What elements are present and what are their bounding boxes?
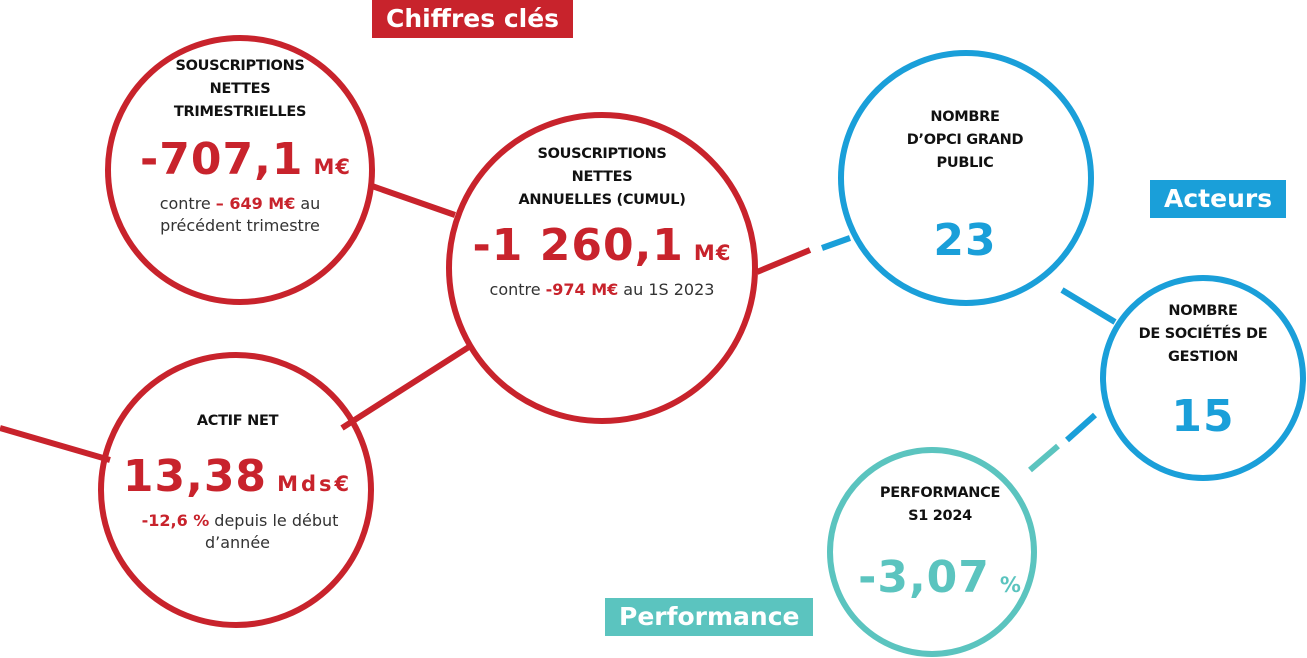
note-highlight: – 649 M€	[215, 194, 296, 213]
figure-value: 23	[870, 215, 1060, 267]
key-figure: PERFORMANCE S1 2024 -3,07%	[830, 482, 1050, 611]
value: -1 260,1	[472, 220, 684, 271]
section-label: Chiffres clés	[372, 0, 574, 38]
connector	[0, 425, 111, 463]
figure-value: 13,38 Mds€	[110, 451, 365, 510]
unit: Mds€	[277, 472, 353, 496]
figure-title: NOMBRE	[930, 109, 1000, 125]
figure-note: -12,6 % depuis le début d’année	[118, 510, 358, 554]
figure-value: -1 260,1 M€	[452, 220, 752, 279]
unit: M€	[313, 155, 351, 179]
connector	[820, 235, 852, 251]
circle	[1100, 275, 1306, 481]
key-figure: ACTIF NET 13,38 Mds€ -12,6 % depuis le début…	[110, 410, 365, 554]
figure-title: SOUSCRIPTIONS	[175, 58, 305, 74]
figure-title: TRIMESTRIELLES	[173, 104, 307, 120]
note-text: depuis le début d’année	[204, 511, 339, 552]
circle	[838, 50, 1094, 306]
unit: %	[999, 573, 1022, 597]
figure-title: PERFORMANCE	[879, 485, 1001, 501]
figure-title: DE SOCIÉTÉS DE	[1138, 326, 1268, 342]
section-label: Acteurs	[1150, 180, 1287, 218]
value: -707,1	[140, 134, 304, 185]
figure-title: GESTION	[1168, 349, 1238, 365]
figure-value: -707,1 M€	[140, 134, 350, 193]
figure-title: SOUSCRIPTIONS	[537, 146, 667, 162]
figure-title: D’OPCI GRAND	[906, 132, 1024, 148]
figure-note: contre – 649 M€ au précédent trimestre	[140, 193, 340, 237]
value: -3,07	[858, 552, 990, 603]
unit: M€	[693, 241, 732, 265]
connector	[1060, 287, 1117, 325]
figure-title: NETTES	[571, 169, 633, 185]
figure-note: contre -974 M€ au 1S 2023	[452, 279, 752, 301]
figure-value: -3,07%	[830, 552, 1050, 611]
figure-value: 15	[1100, 391, 1306, 443]
value: 13,38	[122, 451, 268, 502]
key-figure: SOUSCRIPTIONS NETTES TRIMESTRIELLES -707,1 M…	[140, 55, 350, 237]
connector	[1028, 443, 1060, 473]
key-figure: NOMBRE D’OPCI GRAND PUBLIC 23	[870, 106, 1060, 267]
connector	[1065, 412, 1097, 443]
connector	[371, 183, 456, 218]
figure-title: S1 2024	[908, 508, 972, 524]
circle	[446, 112, 758, 424]
circle	[105, 35, 375, 305]
connector	[340, 342, 474, 431]
key-figure: SOUSCRIPTIONS NETTES ANNUELLES (CUMUL) -1 2…	[452, 143, 752, 301]
connector	[755, 247, 812, 275]
note-text: au 1S 2023	[623, 280, 715, 299]
note-text: au précédent trimestre	[160, 194, 321, 235]
circle	[98, 352, 374, 628]
section-label: Performance	[605, 598, 814, 636]
key-figure: NOMBRE DE SOCIÉTÉS DE GESTION 15	[1100, 300, 1306, 443]
figure-title: PUBLIC	[936, 155, 994, 171]
note-text: contre	[489, 280, 541, 299]
figure-title: NOMBRE	[1168, 303, 1238, 319]
figure-title: ANNUELLES (CUMUL)	[518, 192, 686, 208]
figure-title: ACTIF NET	[196, 413, 279, 429]
value: 23	[933, 215, 997, 266]
note-highlight: -974 M€	[545, 280, 619, 299]
circle	[827, 447, 1037, 657]
figure-title: NETTES	[209, 81, 271, 97]
note-highlight: -12,6 %	[141, 511, 210, 530]
value: 15	[1171, 391, 1235, 442]
note-text: contre	[159, 194, 211, 213]
